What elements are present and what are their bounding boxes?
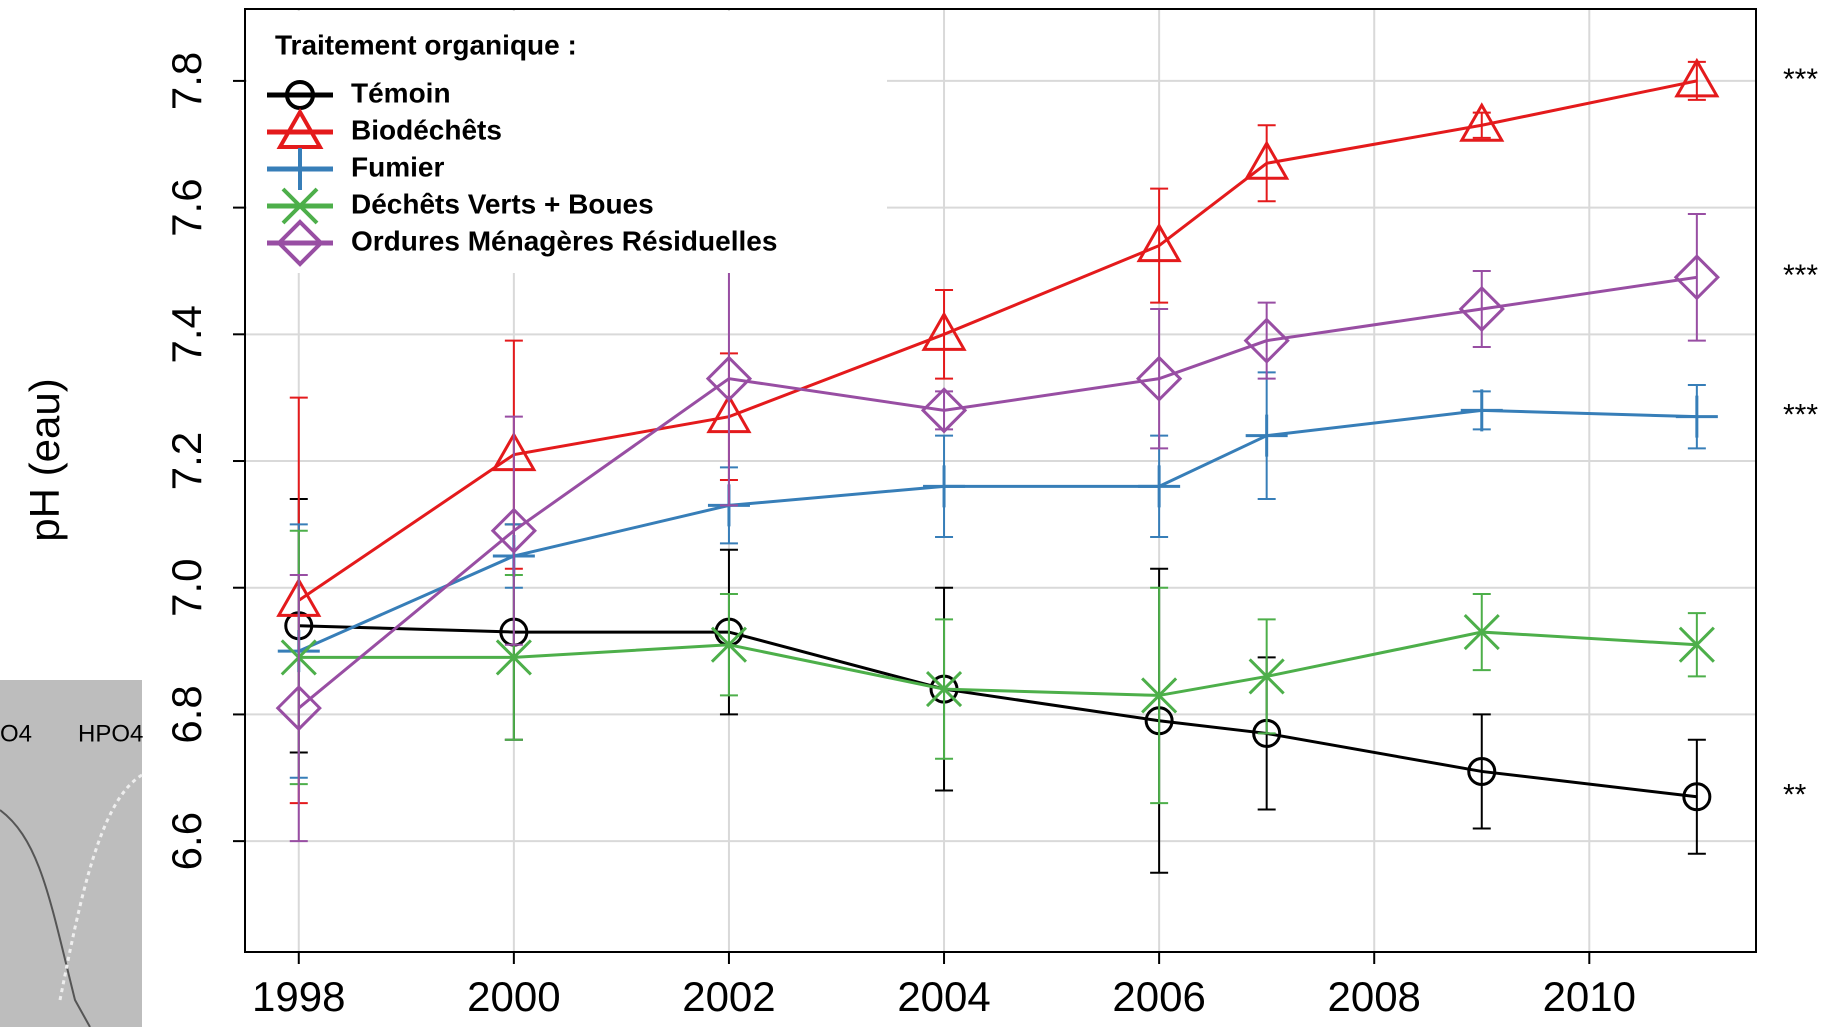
marker <box>920 387 968 434</box>
marker <box>710 626 748 663</box>
marker <box>1678 626 1715 663</box>
significance-label: ** <box>1783 779 1807 812</box>
x-tick-label: 2000 <box>467 973 560 1020</box>
marker <box>1138 465 1181 508</box>
marker <box>1675 395 1718 438</box>
legend-title: Traitement organique : <box>275 29 577 60</box>
y-tick-label: 7.8 <box>163 52 210 110</box>
x-tick-label: 2004 <box>897 973 990 1020</box>
y-tick-label: 6.6 <box>163 812 210 870</box>
marker <box>1674 57 1720 98</box>
marker <box>1460 389 1503 432</box>
legend-label: Déchêts Verts + Boues <box>351 188 654 219</box>
y-tick-label: 7.2 <box>163 432 210 490</box>
marker <box>276 219 324 267</box>
marker <box>921 311 967 351</box>
marker <box>925 671 963 708</box>
legend-label: Biodéchêts <box>351 114 502 145</box>
marker <box>279 148 321 190</box>
legend-label: Ordures Ménagères Résiduelles <box>351 225 777 256</box>
marker <box>1458 285 1505 333</box>
marker <box>1245 414 1288 457</box>
significance-label: *** <box>1783 63 1818 96</box>
marker <box>490 507 537 554</box>
plot-frame <box>244 8 1757 953</box>
marker <box>1244 140 1290 180</box>
x-tick-label: 2002 <box>682 973 775 1020</box>
marker <box>1673 254 1720 301</box>
series-line <box>297 79 1698 602</box>
x-tick-label: 2010 <box>1543 973 1636 1020</box>
x-tick-label: 1998 <box>252 973 345 1020</box>
y-tick-label: 7.4 <box>163 305 210 363</box>
marker <box>276 107 324 149</box>
marker <box>495 639 532 676</box>
marker <box>1463 614 1500 651</box>
marker <box>1467 756 1497 786</box>
fragment-label: HPO4 <box>78 720 143 747</box>
y-tick-label: 6.8 <box>163 685 210 743</box>
marker <box>1459 102 1505 142</box>
marker <box>281 187 319 225</box>
fragment-label: O4 <box>0 720 32 747</box>
series-line <box>298 630 1697 697</box>
series-line <box>297 275 1698 710</box>
y-tick-label: 7.0 <box>163 559 210 617</box>
significance-label: *** <box>1783 259 1818 292</box>
series-line <box>298 408 1697 653</box>
marker <box>1136 355 1183 402</box>
legend-label: Fumier <box>351 151 444 182</box>
fragment-curve <box>58 773 143 1001</box>
marker <box>923 465 966 508</box>
legend-background <box>247 11 887 273</box>
fragment-curve <box>0 809 91 1027</box>
marker <box>275 684 322 732</box>
marker <box>1243 317 1290 364</box>
y-tick-label: 7.6 <box>163 178 210 236</box>
series-line <box>298 624 1698 799</box>
significance-label: *** <box>1783 399 1818 432</box>
y-axis-label: pH (eau) <box>21 378 68 541</box>
marker <box>1136 222 1182 263</box>
legend-label: Témoin <box>351 77 451 108</box>
marker <box>1682 782 1712 812</box>
background-fragment <box>0 680 142 1027</box>
marker <box>1141 677 1178 714</box>
x-tick-label: 2008 <box>1327 973 1420 1020</box>
marker <box>705 355 753 402</box>
marker <box>1248 658 1285 695</box>
x-tick-label: 2006 <box>1112 973 1205 1020</box>
